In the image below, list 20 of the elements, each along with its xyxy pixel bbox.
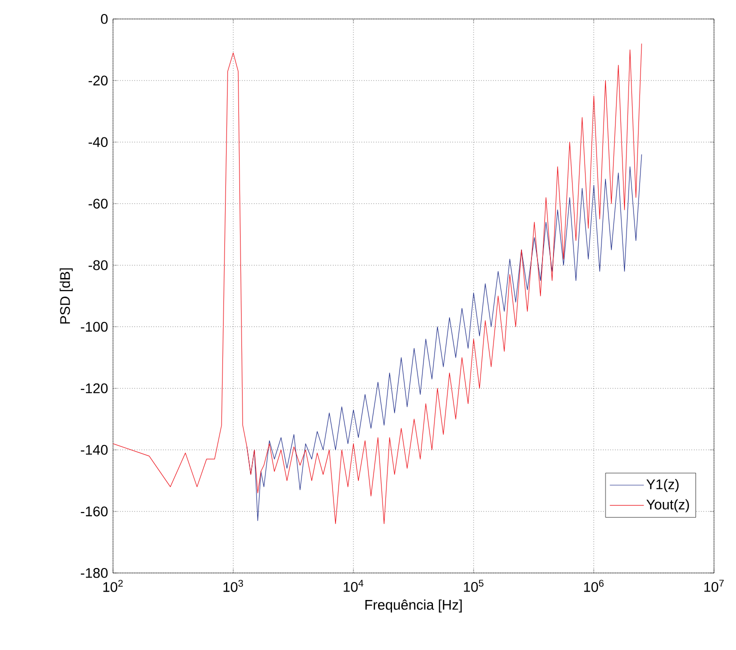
y-tick-label: -160 xyxy=(80,506,108,516)
x-tick-label: 10$^{2}$ xyxy=(103,580,123,592)
y-tick-label: -60 xyxy=(88,198,108,209)
y-tick-label: -40 xyxy=(88,137,108,148)
y-tick-label: -140 xyxy=(80,444,108,455)
x-tick-label: 10$^{3}$ xyxy=(224,580,244,592)
y-tick-label: -80 xyxy=(88,260,108,270)
y-tick-label: -180 xyxy=(80,568,108,578)
legend-label: Yout(z) xyxy=(646,499,689,512)
legend-label: Y1(z) xyxy=(646,479,679,492)
y-tick-label: -120 xyxy=(80,383,108,394)
x-tick-label: 10$^{4}$ xyxy=(344,580,364,592)
y-tick-label: -20 xyxy=(88,76,108,86)
x-tick-label: 10$^{6}$ xyxy=(584,580,604,592)
y-tick-label: -100 xyxy=(80,322,108,332)
x-axis-title: Frequência [Hz] xyxy=(365,599,462,613)
x-tick-label: 10$^{5}$ xyxy=(464,580,484,592)
y-tick-label: 0 xyxy=(100,14,108,24)
y-axis-title: PSD [dB] xyxy=(60,268,73,324)
x-tick-label: 10$^{7}$ xyxy=(704,580,724,592)
